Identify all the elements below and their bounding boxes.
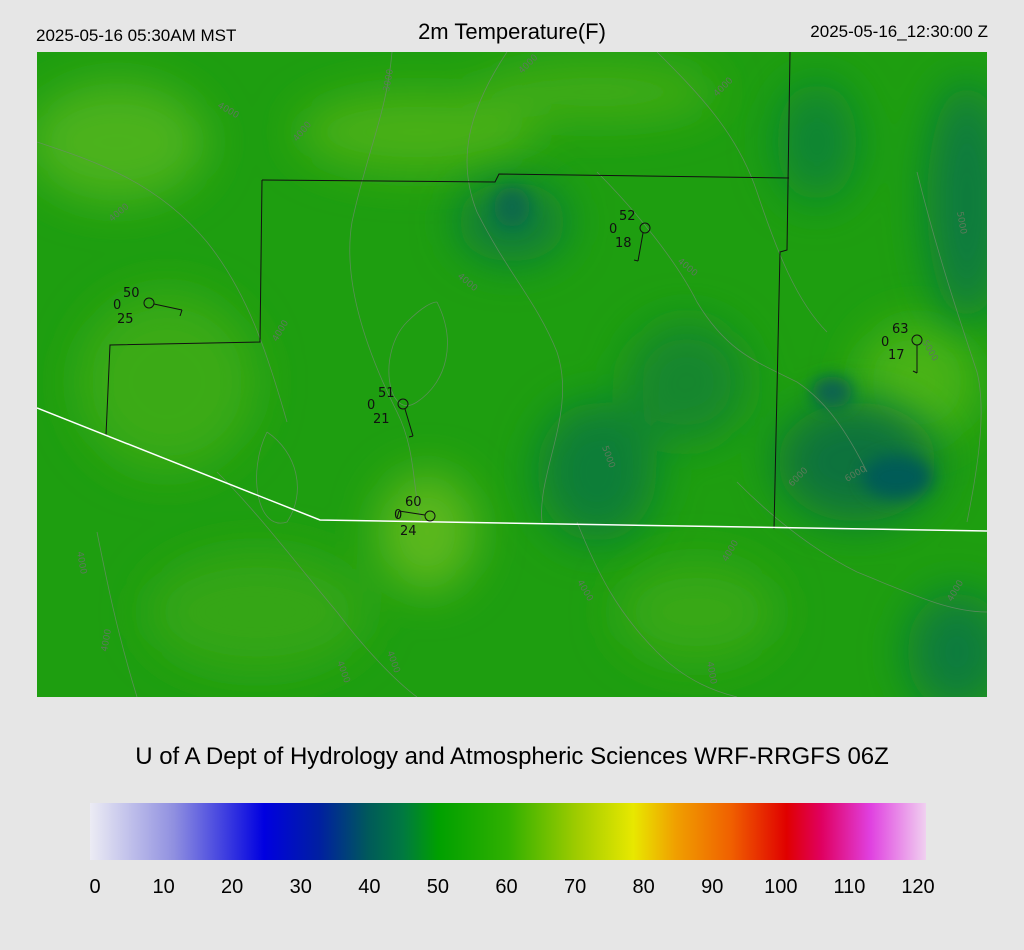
colorbar-tick-label: 50 [426,876,450,898]
station-circle [143,297,155,309]
station-circle [397,398,409,410]
temperature-colorbar [90,803,926,860]
colorbar-tick-label: 120 [901,876,935,898]
colorbar-tick-label: 80 [632,876,655,898]
credit-line: U of A Dept of Hydrology and Atmospheric… [135,743,889,770]
station-dewpoint: 25 [117,312,134,327]
station-dewpoint: 21 [373,412,390,427]
colorbar-tick-label: 60 [495,876,518,898]
station-cloud: 0 [609,222,617,237]
colorbar-tick-label: 30 [289,876,312,898]
colorbar-tick-label: 90 [701,876,724,898]
station-circle [424,510,436,522]
station-temp: 50 [123,286,140,301]
local-time: 2025-05-16 05:30AM MST [36,26,237,45]
colorbar-tick-label: 100 [764,876,798,898]
station-dewpoint: 18 [615,236,632,251]
station-temp: 63 [892,322,909,337]
colorbar-tick-label: 0 [89,876,101,898]
wind-barb [398,510,426,516]
contour-label: 4000 [74,551,88,576]
station-plot: 63 0 17 [881,322,923,374]
station-plot: 60 0 24 [394,495,436,539]
station-cloud: 0 [394,508,402,523]
station-cloud: 0 [367,398,375,413]
station-temp: 51 [378,386,395,401]
wind-barb [153,303,183,311]
cold-cores [494,187,932,499]
colorbar-tick-label: 110 [833,876,866,898]
wind-barb [404,408,414,437]
station-plot: 50 0 25 [113,286,183,327]
station-circle [639,222,651,234]
wind-barb [637,232,644,262]
contour-label: 5000 [954,211,968,236]
station-plot: 51 0 21 [367,386,414,438]
contour-label: 3000 [382,68,396,93]
station-temp: 60 [405,495,422,510]
contour-label: 4000 [100,628,114,653]
station-cloud: 0 [113,298,121,313]
station-cloud: 0 [881,335,889,350]
temperature-map: 3000 4000 4000 5000 6000 6000 5000 5000 … [37,52,987,697]
county-boundaries [105,52,791,530]
colorbar-tick-label: 10 [152,876,175,898]
border-line [37,407,987,532]
station-dewpoint: 24 [400,524,417,539]
map-title: 2m Temperature(F) [418,19,606,44]
colorbar-tick-label: 40 [358,876,381,898]
station-plot: 52 0 18 [609,209,651,262]
colorbar-tick-label: 20 [221,876,244,898]
station-dewpoint: 17 [888,348,905,363]
cool-patches [457,82,987,697]
utc-time: 2025-05-16_12:30:00 Z [810,22,988,41]
colorbar-tick-label: 70 [563,876,587,898]
contour-label: 4000 [704,661,718,686]
warm-patches [37,62,977,672]
terrain-contours [37,52,987,697]
station-temp: 52 [619,209,636,224]
